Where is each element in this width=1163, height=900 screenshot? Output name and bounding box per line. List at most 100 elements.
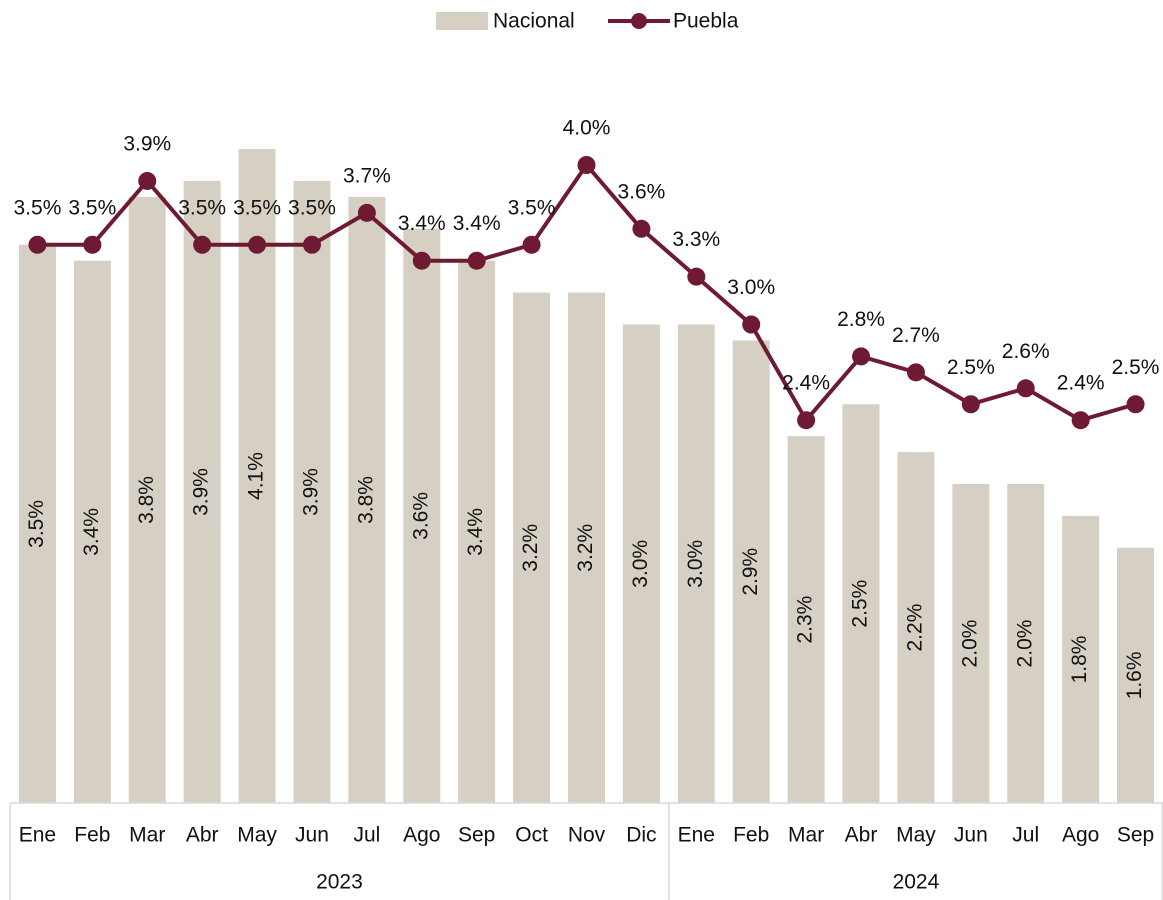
bar <box>513 292 551 803</box>
bar-value-label: 2.0% <box>1013 620 1036 668</box>
line-point <box>906 363 925 382</box>
bar <box>897 452 935 803</box>
bar <box>952 484 990 803</box>
x-tick-label: Abr <box>186 824 219 847</box>
line-value-label: 3.5% <box>178 196 226 219</box>
x-tick-label: Sep <box>458 824 495 847</box>
bar <box>403 228 441 804</box>
line-value-label: 3.3% <box>672 228 720 251</box>
x-tick-label: Dic <box>626 824 656 847</box>
legend-swatch <box>436 12 488 30</box>
x-tick-label: Ene <box>19 824 56 847</box>
x-tick-label: Mar <box>129 824 165 847</box>
x-tick-label: Abr <box>845 824 878 847</box>
bar-value-label: 3.6% <box>409 492 432 540</box>
bar <box>1007 484 1045 803</box>
line-point <box>138 171 157 190</box>
line-point <box>193 235 212 254</box>
line-point <box>302 235 321 254</box>
line-value-label: 3.9% <box>123 132 171 155</box>
x-tick-label: Oct <box>515 824 548 847</box>
line-value-label: 2.5% <box>947 356 995 379</box>
line-point <box>467 251 486 270</box>
x-tick-label: Jul <box>353 824 380 847</box>
bar <box>458 260 496 803</box>
bar <box>238 149 276 804</box>
bar <box>842 404 880 803</box>
bar-value-label: 4.1% <box>245 452 268 500</box>
line-value-label: 3.4% <box>453 212 501 235</box>
line-value-label: 3.5% <box>14 196 62 219</box>
line-value-label: 2.7% <box>892 324 940 347</box>
line-value-label: 2.8% <box>837 308 885 331</box>
bar-value-label: 2.0% <box>958 620 981 668</box>
line-value-label: 3.6% <box>617 180 665 203</box>
line-point <box>1126 395 1145 414</box>
line-value-label: 4.0% <box>563 117 611 140</box>
line-point <box>797 411 816 430</box>
line-value-label: 3.0% <box>727 276 775 299</box>
bar-value-label: 2.5% <box>849 580 872 628</box>
line-point <box>742 315 761 334</box>
bar-value-label: 1.6% <box>1123 651 1146 699</box>
x-tick-label: Jun <box>295 824 329 847</box>
x-tick-label: Sep <box>1117 824 1154 847</box>
bar <box>787 436 825 803</box>
bar <box>568 292 605 803</box>
bar-value-label: 3.4% <box>464 508 487 556</box>
x-tick-label: Ene <box>678 824 715 847</box>
line-point <box>522 235 541 254</box>
line-value-label: 3.5% <box>68 196 116 219</box>
line-value-label: 2.6% <box>1002 340 1050 363</box>
bar <box>183 180 221 803</box>
line-point <box>1071 411 1090 430</box>
x-tick-label: Nov <box>568 824 606 847</box>
line-value-label: 3.4% <box>398 212 446 235</box>
bar-value-label: 3.0% <box>684 540 707 588</box>
legend-label: Puebla <box>673 10 739 33</box>
line-point <box>412 251 431 270</box>
bar-value-label: 3.4% <box>80 508 103 556</box>
bar <box>677 324 715 803</box>
x-tick-label: Feb <box>733 824 769 847</box>
x-tick-label: Mar <box>788 824 824 847</box>
x-tick-label: May <box>237 824 277 847</box>
bar-value-label: 3.9% <box>300 468 323 516</box>
line-value-label: 3.5% <box>288 196 336 219</box>
x-tick-label: Ago <box>403 824 440 847</box>
bar-value-label: 3.5% <box>25 500 48 548</box>
x-tick-label: Jul <box>1012 824 1039 847</box>
bar-value-label: 1.8% <box>1068 636 1091 684</box>
bar-value-label: 2.3% <box>794 596 817 644</box>
bar-value-label: 3.8% <box>354 476 377 524</box>
x-tick-label: May <box>896 824 936 847</box>
line-point <box>687 267 706 286</box>
bar-value-label: 3.2% <box>519 524 542 572</box>
group-label: 2023 <box>316 871 363 894</box>
bar-value-label: 3.9% <box>190 468 213 516</box>
line-point <box>357 203 376 222</box>
bar-value-label: 2.9% <box>739 548 762 596</box>
line-point <box>961 395 980 414</box>
line-point <box>577 156 596 174</box>
x-tick-label: Jun <box>954 824 988 847</box>
bar-value-label: 3.8% <box>135 476 158 524</box>
bar-value-label: 2.2% <box>903 604 926 652</box>
line-point <box>248 235 267 254</box>
line-point <box>28 235 47 254</box>
line-point <box>852 347 871 366</box>
group-label: 2024 <box>893 871 940 894</box>
x-tick-label: Feb <box>74 824 110 847</box>
bar <box>1117 547 1155 803</box>
bar <box>348 196 386 803</box>
bar <box>73 260 111 803</box>
line-value-label: 2.5% <box>1112 356 1160 379</box>
bar <box>18 244 56 803</box>
line-point <box>1016 379 1035 398</box>
bar <box>293 180 331 803</box>
line-value-label: 3.7% <box>343 164 391 187</box>
bar-value-label: 3.0% <box>629 540 652 588</box>
x-tick-label: Ago <box>1062 824 1099 847</box>
bar <box>1062 515 1100 803</box>
